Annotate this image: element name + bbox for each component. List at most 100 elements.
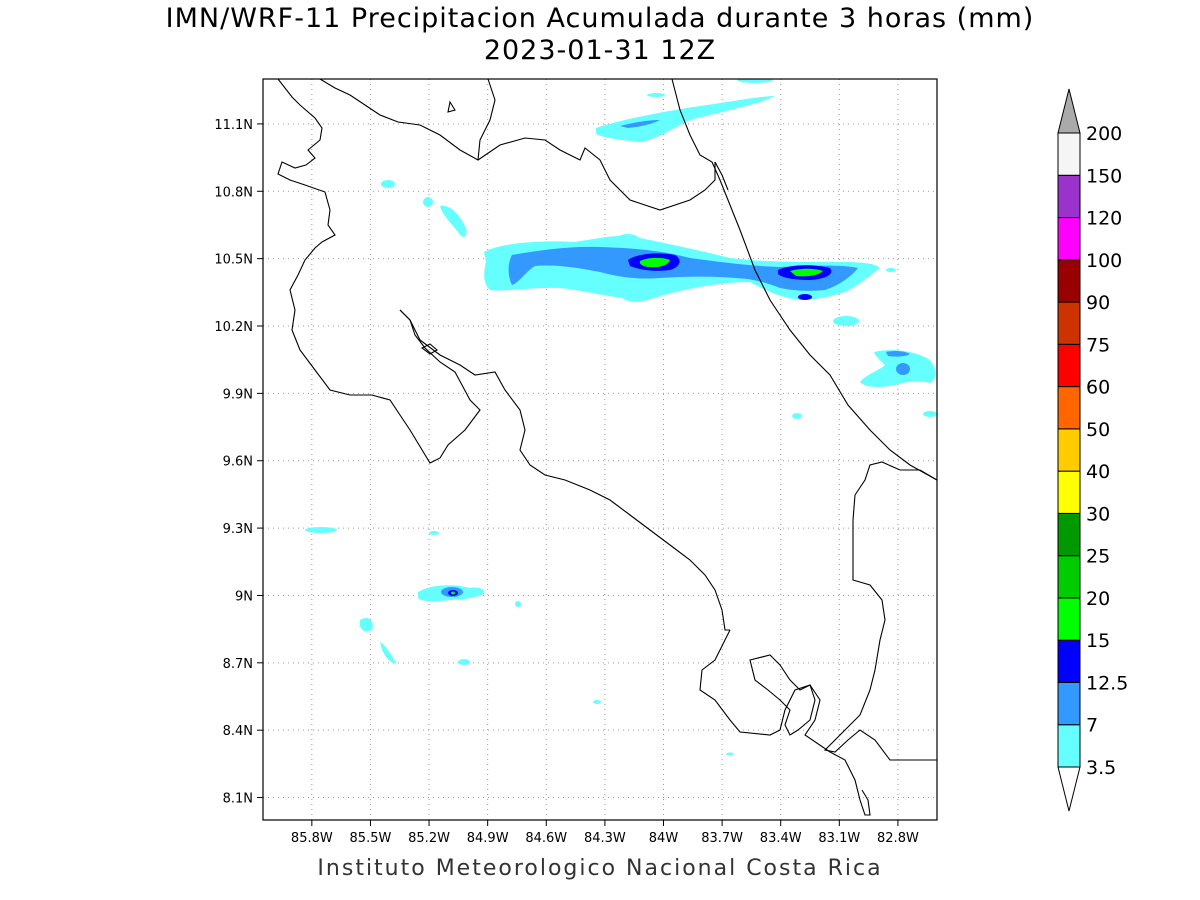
precipitation-field — [305, 79, 937, 756]
map-grid — [263, 79, 937, 820]
precip-spot — [726, 752, 734, 756]
y-tick-label: 10.8N — [214, 185, 253, 200]
y-tick-label: 10.2N — [214, 320, 253, 335]
map-subtitle-date: 2023-01-31 12Z — [483, 35, 717, 66]
precip-spot — [305, 527, 337, 533]
legend-color-box — [1057, 555, 1081, 599]
legend-color-box — [1057, 470, 1081, 514]
legend-level-label: 15 — [1086, 630, 1110, 652]
legend-color-box — [1057, 301, 1081, 345]
lake-shore-north — [319, 79, 496, 161]
legend-level-label: 3.5 — [1086, 757, 1116, 779]
y-tick-label: 9.3N — [223, 522, 253, 537]
pacific-coast-central — [399, 309, 730, 631]
nicoya-island — [420, 343, 438, 355]
lake-island — [447, 100, 456, 113]
longitude-ticks: 85.8W 85.5W 85.2W 84.9W 84.6W 84.3W 84W 83.7W 83… — [291, 820, 919, 846]
precip-spot — [458, 659, 470, 665]
precip-spot — [429, 531, 439, 535]
legend-color-box — [1057, 639, 1081, 683]
legend-color-box — [1057, 597, 1081, 641]
x-tick-label: 83.4W — [760, 831, 802, 846]
legend-level-label: 90 — [1086, 292, 1110, 314]
x-tick-label: 84.9W — [467, 831, 509, 846]
legend-color-box — [1057, 343, 1081, 388]
x-tick-label: 83.1W — [818, 831, 860, 846]
x-tick-label: 85.2W — [408, 831, 450, 846]
legend-min-arrow — [1057, 766, 1081, 812]
legend-color-box — [1057, 174, 1081, 219]
institution-footer: Instituto Meteorologico Nacional Costa R… — [317, 856, 883, 881]
y-tick-label: 9.6N — [223, 455, 253, 470]
legend-level-label: 75 — [1086, 334, 1110, 356]
legend-color-box — [1057, 217, 1081, 261]
legend-level-label: 60 — [1086, 377, 1110, 399]
x-tick-label: 85.5W — [350, 831, 392, 846]
legend-max-arrow — [1057, 88, 1081, 134]
precip-spot-blue — [798, 294, 812, 300]
precip-spot — [923, 411, 937, 417]
precip-area-streak — [380, 642, 396, 664]
legend-level-label: 120 — [1086, 208, 1122, 230]
y-tick-label: 8.7N — [223, 657, 253, 672]
color-legend: 3.5 7 12.5 15 20 25 30 40 50 60 75 90 100 120 150 200 — [1057, 88, 1128, 812]
x-tick-label: 83.7W — [701, 831, 743, 846]
legend-level-label: 25 — [1086, 546, 1110, 568]
legend-level-label: 30 — [1086, 503, 1110, 525]
precip-area-streak — [440, 205, 467, 237]
x-tick-label: 82.8W — [877, 831, 919, 846]
x-tick-label: 84.6W — [525, 831, 567, 846]
precip-spot — [886, 268, 896, 272]
panama-border — [823, 461, 937, 761]
legend-color-box — [1057, 386, 1081, 430]
coastlines-borders — [277, 79, 937, 816]
legend-color-box — [1057, 132, 1081, 176]
osa-peninsula — [699, 629, 871, 816]
y-tick-label: 9.9N — [223, 387, 253, 402]
map-frame — [262, 78, 938, 821]
precip-area-light-blue — [508, 246, 858, 291]
precip-spot — [515, 601, 521, 607]
y-tick-label: 11.1N — [214, 118, 253, 133]
x-tick-label: 84W — [649, 831, 679, 846]
precip-spot — [423, 197, 433, 207]
legend-level-label: 40 — [1086, 461, 1110, 483]
legend-color-box — [1057, 681, 1081, 726]
lake-nicaragua-shore — [277, 79, 481, 464]
y-tick-label: 10.5N — [214, 253, 253, 268]
legend-level-label: 200 — [1086, 123, 1122, 145]
precip-area-north-blue — [620, 120, 660, 128]
precip-spot — [381, 180, 395, 188]
map-title: IMN/WRF-11 Precipitacion Acumulada duran… — [165, 3, 1035, 34]
legend-level-label: 12.5 — [1086, 672, 1128, 694]
precip-area-green-west — [639, 257, 670, 268]
precip-spot — [647, 93, 665, 97]
golfo-dulce — [749, 654, 816, 736]
legend-color-box — [1057, 724, 1081, 768]
precip-area-green-east — [790, 268, 823, 277]
legend-level-label: 50 — [1086, 419, 1110, 441]
y-tick-label: 8.4N — [223, 724, 253, 739]
precip-spot — [792, 413, 802, 419]
precip-area-east-blue — [886, 350, 910, 357]
rio-san-juan-border — [477, 137, 729, 211]
precip-area-north — [596, 96, 775, 142]
latitude-ticks: 8.1N 8.4N 8.7N 9N 9.3N 9.6N 9.9N 10.2N 10.5N 10.8… — [214, 118, 263, 807]
y-tick-label: 9N — [235, 589, 253, 604]
legend-level-label: 20 — [1086, 588, 1110, 610]
caribbean-coast — [671, 79, 937, 481]
precip-spot — [593, 700, 601, 704]
precip-spot — [833, 316, 859, 326]
precip-spot — [618, 234, 638, 242]
x-tick-label: 85.8W — [291, 831, 333, 846]
x-tick-label: 84.3W — [584, 831, 626, 846]
y-tick-label: 8.1N — [223, 792, 253, 807]
precip-area-streak — [359, 618, 373, 632]
precip-spot — [737, 79, 773, 83]
legend-color-box — [1057, 428, 1081, 472]
precip-spot-green — [451, 591, 455, 595]
legend-level-label: 150 — [1086, 165, 1122, 187]
legend-level-label: 7 — [1086, 715, 1098, 737]
legend-color-box — [1057, 259, 1081, 303]
